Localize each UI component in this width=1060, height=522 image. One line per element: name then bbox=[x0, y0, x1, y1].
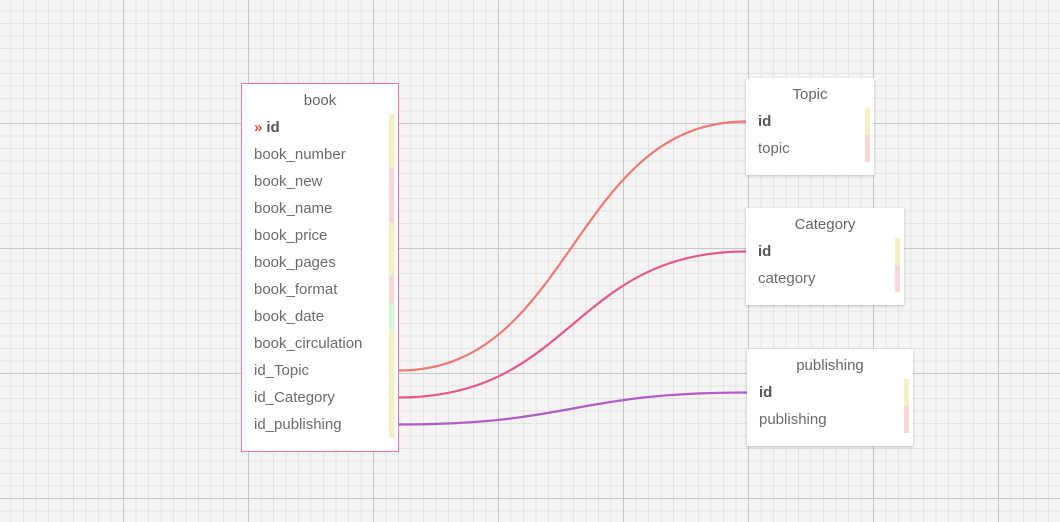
field-name: book_price bbox=[254, 227, 328, 244]
primary-key-marker-icon: » bbox=[254, 119, 263, 136]
table-topic[interactable]: Topic id topic bbox=[746, 78, 874, 175]
field-list: » id book_number book_new book_name book_pric… bbox=[242, 114, 398, 438]
field-name: id bbox=[758, 243, 772, 260]
field-type-strip bbox=[895, 238, 900, 265]
field-list: id category bbox=[746, 238, 904, 292]
field-id-publishing[interactable]: id_publishing bbox=[242, 411, 398, 438]
field-name: id_Category bbox=[254, 389, 335, 406]
field-name: book_new bbox=[254, 173, 323, 190]
field-type-strip bbox=[389, 303, 394, 330]
field-book-format[interactable]: book_format bbox=[242, 276, 398, 303]
field-book-new[interactable]: book_new bbox=[242, 168, 398, 195]
link-id-publishing[interactable] bbox=[398, 391, 748, 426]
field-name: id bbox=[758, 113, 772, 130]
field-type-strip bbox=[389, 276, 394, 303]
field-type-strip bbox=[895, 265, 900, 292]
table-title: book bbox=[303, 92, 337, 109]
field-list: id publishing bbox=[747, 379, 913, 433]
field-type-strip bbox=[865, 135, 870, 162]
field-name: id bbox=[266, 119, 280, 136]
field-name: book_pages bbox=[254, 254, 336, 271]
field-name: id_Topic bbox=[254, 362, 310, 379]
field-book-price[interactable]: book_price bbox=[242, 222, 398, 249]
table-publishing[interactable]: publishing id publishing bbox=[747, 349, 913, 446]
field-book-number[interactable]: book_number bbox=[242, 141, 398, 168]
link-id-category[interactable] bbox=[398, 250, 747, 399]
field-type-strip bbox=[389, 195, 394, 222]
table-title: publishing bbox=[796, 357, 864, 374]
field-id-topic[interactable]: id_Topic bbox=[242, 357, 398, 384]
field-id-category[interactable]: id_Category bbox=[242, 384, 398, 411]
field-book-name[interactable]: book_name bbox=[242, 195, 398, 222]
field-book-circulation[interactable]: book_circulation bbox=[242, 330, 398, 357]
field-type-strip bbox=[389, 411, 394, 438]
field-topic[interactable]: topic bbox=[746, 135, 874, 162]
field-category[interactable]: category bbox=[746, 265, 904, 292]
table-title: Category bbox=[794, 216, 856, 233]
field-name: book_number bbox=[254, 146, 346, 163]
field-name: book_format bbox=[254, 281, 338, 298]
table-title: Topic bbox=[792, 86, 828, 103]
field-id[interactable]: id bbox=[746, 108, 874, 135]
field-type-strip bbox=[389, 249, 394, 276]
field-name: id_publishing bbox=[254, 416, 342, 433]
field-list: id topic bbox=[746, 108, 874, 162]
field-name: id bbox=[759, 384, 773, 401]
field-id[interactable]: id bbox=[747, 379, 913, 406]
field-type-strip bbox=[389, 222, 394, 249]
field-name: book_name bbox=[254, 200, 333, 217]
field-name: book_date bbox=[254, 308, 325, 325]
field-name: publishing bbox=[759, 411, 827, 428]
link-id-topic[interactable] bbox=[398, 120, 747, 372]
field-type-strip bbox=[904, 406, 909, 433]
field-type-strip bbox=[389, 357, 394, 384]
field-type-strip bbox=[389, 141, 394, 168]
field-name: book_circulation bbox=[254, 335, 363, 352]
field-type-strip bbox=[389, 384, 394, 411]
field-id[interactable]: id bbox=[746, 238, 904, 265]
field-type-strip bbox=[389, 168, 394, 195]
field-book-pages[interactable]: book_pages bbox=[242, 249, 398, 276]
field-id[interactable]: » id bbox=[242, 114, 398, 141]
field-type-strip bbox=[389, 330, 394, 357]
field-type-strip bbox=[389, 114, 394, 141]
field-name: category bbox=[758, 270, 816, 287]
field-type-strip bbox=[865, 108, 870, 135]
field-book-date[interactable]: book_date bbox=[242, 303, 398, 330]
field-type-strip bbox=[904, 379, 909, 406]
field-publishing[interactable]: publishing bbox=[747, 406, 913, 433]
field-name: topic bbox=[758, 140, 790, 157]
table-category[interactable]: Category id category bbox=[746, 208, 904, 305]
